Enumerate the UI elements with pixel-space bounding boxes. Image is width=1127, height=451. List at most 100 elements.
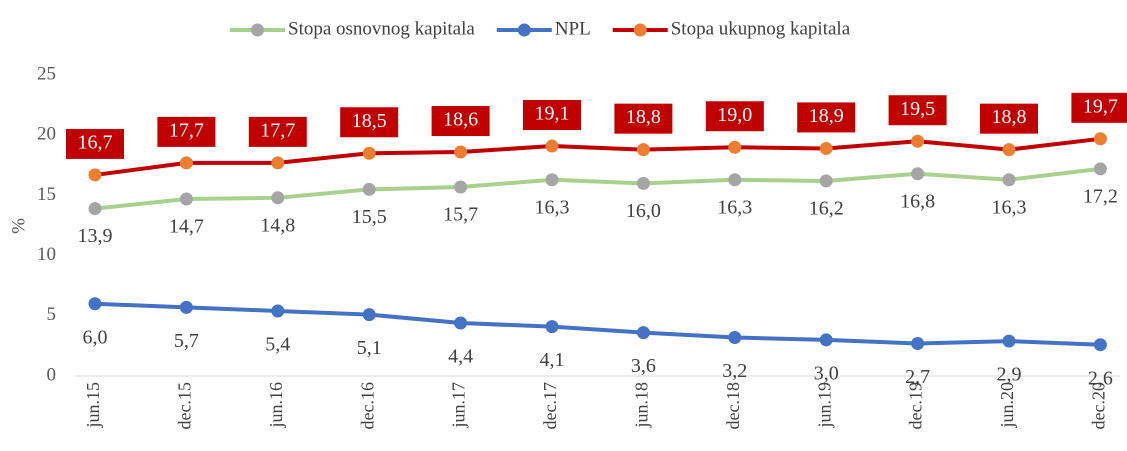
data-label: 14,8: [260, 214, 295, 236]
data-point: [911, 336, 925, 350]
data-label: 19,1: [535, 103, 570, 125]
data-point: [1002, 334, 1016, 348]
legend-marker: [633, 23, 647, 37]
y-tick-label: 5: [47, 304, 57, 325]
data-label: 16,7: [78, 132, 113, 154]
data-point: [728, 140, 742, 154]
data-label: 19,5: [900, 98, 935, 120]
x-tick-label: jun.16: [266, 382, 286, 429]
data-label: 17,7: [260, 119, 295, 141]
data-label: 13,9: [78, 225, 113, 247]
data-label-box: 18,6: [431, 106, 490, 137]
data-label-box: 19,0: [705, 101, 764, 132]
label-background: [614, 103, 673, 134]
label-background: [157, 116, 216, 147]
x-tick-label: dec.17: [540, 382, 560, 429]
data-point: [362, 308, 376, 322]
data-point: [819, 174, 833, 188]
label-background: [66, 128, 124, 159]
data-label-box: 17,7: [157, 116, 216, 147]
data-point: [911, 167, 925, 181]
data-label: 15,5: [352, 206, 387, 228]
data-label: 15,7: [443, 204, 478, 226]
label-background: [705, 101, 764, 132]
data-label: 18,8: [992, 106, 1027, 128]
x-tick-label: dec.18: [723, 382, 743, 429]
y-tick-label: 25: [37, 63, 56, 84]
data-point: [271, 156, 285, 170]
data-label: 6,0: [83, 326, 108, 348]
y-axis-label: %: [8, 218, 29, 234]
data-point: [1093, 338, 1107, 352]
data-label: 16,2: [809, 198, 844, 220]
data-point: [88, 202, 102, 216]
y-tick-label: 0: [47, 364, 57, 385]
data-label: 16,0: [626, 200, 661, 222]
label-background: [1071, 92, 1127, 123]
data-point: [728, 173, 742, 187]
data-label-box: 18,8: [980, 103, 1038, 134]
legend-marker: [517, 23, 531, 37]
data-label-box: 18,5: [340, 107, 399, 138]
data-label: 5,7: [174, 330, 199, 352]
data-label: 18,6: [443, 109, 478, 131]
data-label-box: 18,8: [614, 103, 673, 134]
data-label: 14,7: [169, 216, 204, 238]
x-tick-label: dec.16: [357, 382, 377, 429]
series-line: [94, 166, 1101, 211]
data-label: 19,0: [717, 104, 752, 126]
data-label: 18,9: [809, 105, 844, 127]
data-point: [88, 168, 102, 182]
data-point: [271, 191, 285, 205]
data-label-box: 16,7: [66, 128, 124, 159]
data-label: 16,8: [900, 190, 935, 212]
label-background: [340, 107, 399, 138]
data-point: [545, 320, 559, 334]
data-label: 2,7: [905, 366, 930, 388]
data-point: [362, 146, 376, 160]
legend-label: Stopa ukupnog kapitala: [671, 18, 851, 39]
x-tick-label: dec.19: [906, 382, 926, 429]
data-label: 17,7: [169, 119, 204, 141]
x-tick-label: jun.17: [449, 382, 469, 429]
legend-label: Stopa osnovnog kapitala: [288, 18, 475, 39]
data-label: 17,2: [1083, 186, 1118, 208]
data-point: [454, 180, 468, 194]
legend-marker: [251, 23, 264, 37]
data-label-box: 17,7: [248, 116, 307, 147]
label-background: [797, 102, 856, 133]
data-label: 16,3: [535, 196, 570, 218]
data-point: [271, 304, 285, 318]
data-point: [636, 176, 650, 190]
y-tick-label: 10: [37, 244, 56, 265]
data-point: [362, 182, 376, 196]
data-label-box: 19,7: [1071, 92, 1127, 123]
x-tick-label: jun.20: [997, 382, 1017, 429]
data-label-box: 19,1: [523, 100, 581, 131]
data-label: 16,3: [717, 196, 752, 218]
data-point: [1002, 173, 1016, 187]
data-label: 4,4: [448, 346, 473, 368]
data-point: [1002, 143, 1016, 157]
legend-label: NPL: [555, 18, 591, 39]
data-point: [636, 326, 650, 340]
data-label: 18,8: [626, 106, 661, 128]
data-label: 19,7: [1083, 95, 1118, 117]
data-point: [454, 316, 468, 330]
data-point: [1093, 132, 1107, 146]
data-label: 3,2: [722, 360, 747, 382]
label-background: [248, 116, 307, 147]
x-tick-label: dec.20: [1089, 382, 1109, 429]
data-point: [819, 141, 833, 155]
label-background: [431, 106, 490, 137]
data-point: [88, 297, 102, 311]
data-point: [179, 192, 193, 206]
y-tick-label: 15: [37, 184, 56, 205]
data-label: 3,6: [631, 355, 656, 377]
data-point: [179, 300, 193, 314]
data-point: [179, 156, 193, 170]
data-label: 5,1: [357, 337, 382, 359]
data-label: 3,0: [814, 362, 839, 384]
data-label: 16,3: [992, 196, 1027, 218]
